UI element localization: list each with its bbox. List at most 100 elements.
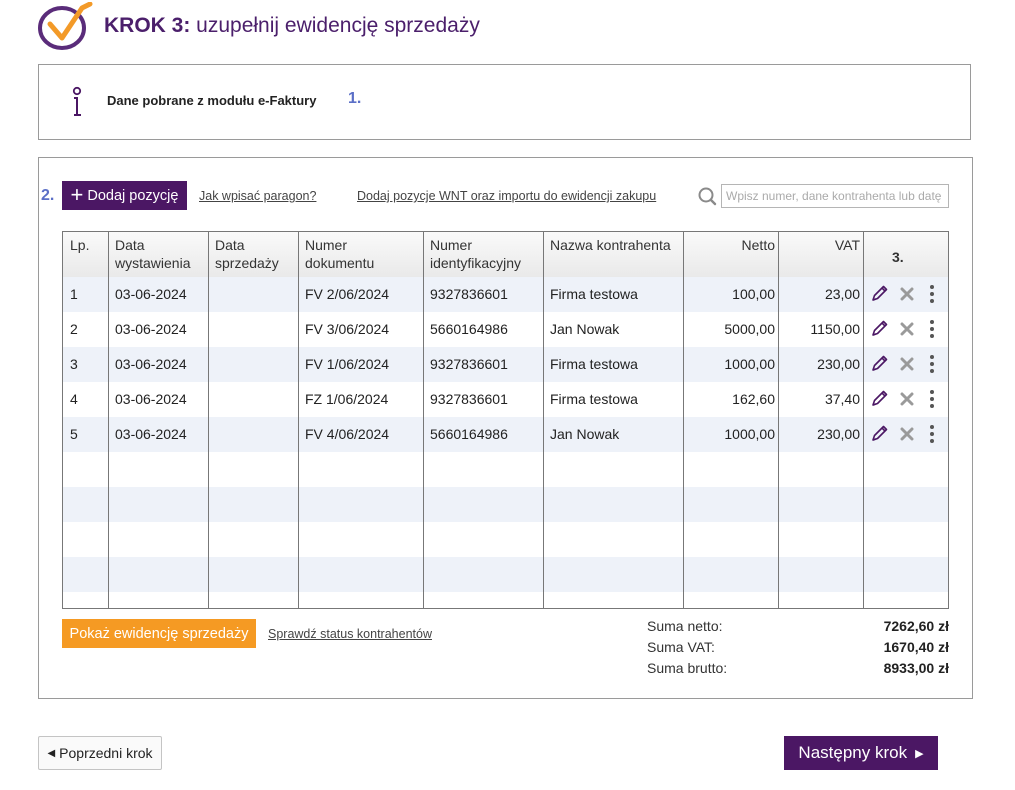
cell-vat: 230,00 [817, 426, 860, 442]
cell-vat: 37,40 [824, 391, 860, 407]
kebab-menu-icon[interactable] [929, 319, 935, 344]
add-position-button[interactable]: + Dodaj pozycję [62, 181, 187, 210]
delete-x-icon[interactable] [900, 322, 914, 341]
sum-vat-value: 1670,40 zł [883, 639, 949, 655]
cell-document-number: FV 4/06/2024 [305, 426, 390, 442]
cell-issue-date: 03-06-2024 [115, 286, 187, 302]
empty-table-row [63, 487, 948, 522]
sum-netto-value: 7262,60 zł [883, 618, 949, 634]
cell-netto: 5000,00 [724, 321, 775, 337]
plus-icon: + [70, 181, 84, 207]
cell-lp: 2 [70, 321, 78, 337]
info-text: Dane pobrane z modułu e-Faktury [107, 93, 317, 108]
header-contractor: Nazwa kontrahenta [550, 237, 671, 253]
cell-contractor: Firma testowa [550, 391, 638, 407]
kebab-menu-icon[interactable] [929, 389, 935, 414]
table-row: 3 03-06-2024 FV 1/06/2024 9327836601 Firma t… [63, 347, 948, 382]
cell-contractor: Jan Nowak [550, 426, 620, 442]
pencil-icon[interactable] [870, 423, 890, 448]
cell-id-number: 9327836601 [430, 286, 508, 302]
pencil-icon[interactable] [870, 353, 890, 378]
cell-issue-date: 03-06-2024 [115, 321, 187, 337]
step-marker-1: 1. [348, 90, 362, 107]
sales-table: Lp. Data wystawienia Data sprzedaży Numer d… [62, 231, 949, 609]
info-icon [72, 86, 82, 116]
table-row: 1 03-06-2024 FV 2/06/2024 9327836601 Firma t… [63, 277, 948, 312]
search-icon[interactable] [697, 186, 717, 206]
page-title: KROK 3: uzupełnij ewidencję sprzedaży [104, 14, 480, 37]
previous-step-button[interactable]: ◀ Poprzedni krok [38, 736, 162, 770]
cell-contractor: Firma testowa [550, 286, 638, 302]
empty-table-row [63, 452, 948, 487]
triangle-left-icon: ◀ [47, 747, 56, 759]
checkmark-logo-icon [38, 2, 93, 50]
table-header: Lp. Data wystawienia Data sprzedaży Numer d… [63, 232, 948, 278]
pencil-icon[interactable] [870, 388, 890, 413]
empty-table-row [63, 522, 948, 557]
check-contractor-status-link[interactable]: Sprawdź status kontrahentów [268, 627, 432, 641]
header-id-number: Numer identyfikacyjny [430, 237, 522, 271]
previous-step-label: Poprzedni krok [59, 745, 153, 761]
table-row: 4 03-06-2024 FZ 1/06/2024 9327836601 Firma t… [63, 382, 948, 417]
wnt-import-link[interactable]: Dodaj pozycje WNT oraz importu do ewiden… [357, 189, 657, 203]
cell-document-number: FV 1/06/2024 [305, 356, 390, 372]
step-marker-3: 3. [892, 249, 904, 265]
delete-x-icon[interactable] [900, 392, 914, 411]
cell-id-number: 9327836601 [430, 356, 508, 372]
cell-contractor: Jan Nowak [550, 321, 620, 337]
delete-x-icon[interactable] [900, 427, 914, 446]
kebab-menu-icon[interactable] [929, 354, 935, 379]
sum-brutto-value: 8933,00 zł [883, 660, 949, 676]
cell-lp: 5 [70, 426, 78, 442]
cell-issue-date: 03-06-2024 [115, 426, 187, 442]
kebab-menu-icon[interactable] [929, 424, 935, 449]
cell-lp: 1 [70, 286, 78, 302]
cell-issue-date: 03-06-2024 [115, 391, 187, 407]
cell-vat: 230,00 [817, 356, 860, 372]
cell-vat: 1150,00 [810, 321, 860, 337]
header-lp: Lp. [70, 237, 90, 253]
header-document-number: Numer dokumentu [305, 237, 375, 271]
main-panel [38, 157, 973, 699]
next-step-button[interactable]: Następny krok ▶ [784, 736, 938, 770]
sum-brutto-label: Suma brutto: [647, 660, 728, 676]
next-step-label: Następny krok [798, 743, 908, 762]
cell-document-number: FZ 1/06/2024 [305, 391, 389, 407]
cell-lp: 4 [70, 391, 78, 407]
cell-document-number: FV 2/06/2024 [305, 286, 390, 302]
header-netto: Netto [741, 237, 775, 253]
triangle-right-icon: ▶ [915, 747, 924, 760]
receipt-help-link[interactable]: Jak wpisać paragon? [199, 189, 317, 203]
header-issue-date: Data wystawienia [115, 237, 191, 271]
table-row: 2 03-06-2024 FV 3/06/2024 5660164986 Jan Now… [63, 312, 948, 347]
header-vat: VAT [834, 237, 860, 253]
sum-netto-label: Suma netto: [647, 618, 723, 634]
cell-netto: 1000,00 [724, 356, 775, 372]
empty-table-row [63, 592, 948, 608]
cell-netto: 1000,00 [724, 426, 775, 442]
step-marker-2: 2. [41, 187, 55, 204]
delete-x-icon[interactable] [900, 287, 914, 306]
pencil-icon[interactable] [870, 318, 890, 343]
cell-id-number: 5660164986 [430, 426, 508, 442]
cell-lp: 3 [70, 356, 78, 372]
pencil-icon[interactable] [870, 283, 890, 308]
table-row: 5 03-06-2024 FV 4/06/2024 5660164986 Jan Now… [63, 417, 948, 452]
cell-netto: 100,00 [732, 286, 775, 302]
sum-vat-label: Suma VAT: [647, 639, 715, 655]
cell-id-number: 9327836601 [430, 391, 508, 407]
cell-issue-date: 03-06-2024 [115, 356, 187, 372]
show-sales-register-button[interactable]: Pokaż ewidencję sprzedaży [62, 619, 256, 648]
delete-x-icon[interactable] [900, 357, 914, 376]
info-panel [38, 64, 971, 140]
header-sale-date: Data sprzedaży [215, 237, 279, 271]
add-position-label: Dodaj pozycję [87, 187, 179, 204]
cell-netto: 162,60 [732, 391, 775, 407]
kebab-menu-icon[interactable] [929, 284, 935, 309]
cell-contractor: Firma testowa [550, 356, 638, 372]
empty-table-row [63, 557, 948, 592]
cell-id-number: 5660164986 [430, 321, 508, 337]
search-input[interactable] [721, 184, 949, 208]
cell-vat: 23,00 [824, 286, 860, 302]
cell-document-number: FV 3/06/2024 [305, 321, 390, 337]
